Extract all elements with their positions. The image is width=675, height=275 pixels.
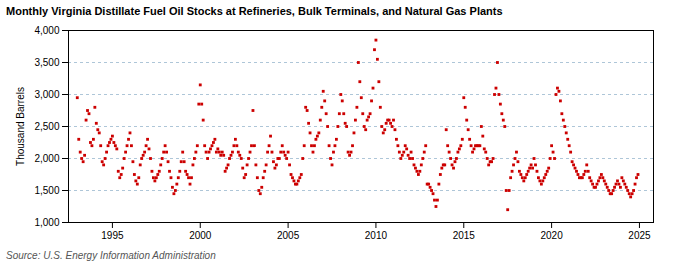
svg-text:Thousand Barrels: Thousand Barrels [15,87,26,166]
svg-text:1995: 1995 [101,230,124,241]
svg-text:2005: 2005 [277,230,300,241]
html-text:Monthly Virginia Distillate Fu: Monthly Virginia Distillate Fuel Oil Sto… [6,5,503,17]
svg-text:2025: 2025 [628,230,651,241]
html-text:Source: U.S. Energy Informatio: Source: U.S. Energy Information Administ… [6,250,216,261]
svg-text:2,000: 2,000 [34,153,59,164]
svg-text:1,500: 1,500 [34,185,59,196]
svg-text:3,000: 3,000 [34,89,59,100]
svg-text:3,500: 3,500 [34,57,59,68]
svg-text:2000: 2000 [189,230,212,241]
svg-text:2020: 2020 [540,230,563,241]
svg-text:1,000: 1,000 [34,217,59,228]
svg-text:2,500: 2,500 [34,121,59,132]
svg-text:2015: 2015 [453,230,476,241]
svg-text:4,000: 4,000 [34,25,59,36]
svg-text:2010: 2010 [365,230,388,241]
